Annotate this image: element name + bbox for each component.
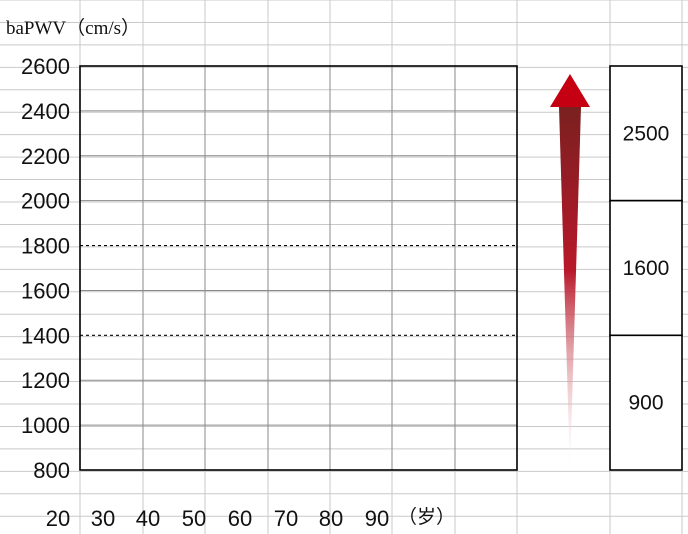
x-tick-label: 80	[319, 506, 343, 531]
y-axis-label: baPWV（cm/s）	[6, 17, 140, 39]
y-tick-label: 1200	[21, 368, 70, 393]
x-tick-label: 40	[136, 506, 160, 531]
range-box-label: 1600	[623, 257, 670, 280]
x-tick-label: 70	[274, 506, 298, 531]
range-box	[609, 199, 683, 337]
y-tick-label: 2600	[21, 54, 70, 79]
arrow	[550, 74, 590, 470]
y-tick-label: 2400	[21, 99, 70, 124]
arrow-head	[550, 74, 590, 107]
range-box	[609, 65, 683, 202]
range-box-label: 900	[628, 392, 663, 415]
range-box	[609, 334, 683, 471]
arrow-shaft	[559, 107, 581, 470]
y-tick-label: 1600	[21, 278, 70, 303]
x-axis-unit: （岁）	[398, 506, 455, 528]
plot-frame	[79, 65, 518, 471]
reference-lines	[80, 244, 517, 336]
y-axis-ticks: 2600 2400 2200 2000 1800 1600 1400 1200 1000 800	[21, 54, 70, 483]
range-boxes: 2500 1600 900	[609, 65, 683, 471]
x-tick-label: 90	[365, 506, 389, 531]
x-tick-label: 50	[182, 506, 206, 531]
x-axis-ticks: 20 30 40 50 60 70 80 90	[46, 506, 389, 531]
y-tick-label: 2200	[21, 144, 70, 169]
plot-grid	[80, 65, 517, 471]
y-tick-label: 800	[33, 458, 70, 483]
y-tick-label: 1400	[21, 323, 70, 348]
x-tick-label: 20	[46, 506, 70, 531]
x-tick-label: 60	[228, 506, 252, 531]
y-tick-label: 2000	[21, 189, 70, 214]
y-tick-label: 1000	[21, 413, 70, 438]
range-box-label: 2500	[623, 122, 670, 145]
x-tick-label: 30	[91, 506, 115, 531]
y-tick-label: 1800	[21, 234, 70, 259]
